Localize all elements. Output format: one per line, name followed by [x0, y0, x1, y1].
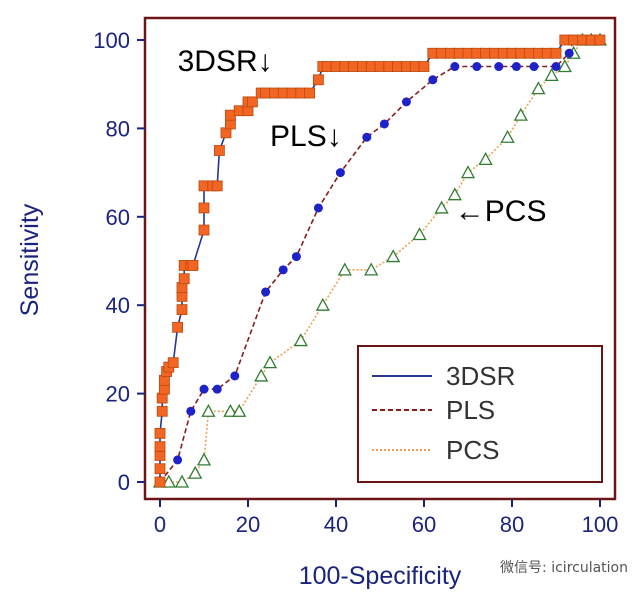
point-pcs: [447, 187, 462, 201]
x-axis-title: 100-Specificity: [299, 562, 462, 590]
point-pcs: [232, 403, 247, 417]
point-3dsr: [550, 47, 562, 59]
point-pcs: [315, 297, 330, 311]
point-3dsr: [154, 476, 166, 488]
point-pcs: [478, 151, 493, 165]
point-pls: [212, 384, 222, 394]
point-pls: [362, 132, 372, 142]
x-tick-label: 20: [236, 512, 260, 537]
point-3dsr: [172, 321, 184, 333]
y-tick-label: 100: [93, 28, 130, 53]
point-pls: [230, 371, 240, 381]
point-pcs: [434, 200, 449, 214]
x-tick-label: 40: [324, 512, 348, 537]
point-pcs: [196, 452, 212, 466]
legend-box: [357, 345, 603, 483]
point-3dsr: [176, 304, 188, 316]
point-pls: [313, 203, 323, 213]
point-pls: [450, 62, 460, 72]
point-pls: [529, 62, 539, 72]
point-pls: [472, 62, 482, 72]
point-pls: [428, 75, 438, 85]
point-pls: [335, 168, 345, 178]
y-tick-label: 60: [106, 205, 130, 230]
point-pls: [173, 455, 183, 465]
point-pcs: [201, 403, 216, 417]
point-pcs: [254, 368, 269, 382]
watermark-text: 微信号: icirculation: [500, 560, 628, 576]
point-3dsr: [154, 427, 166, 439]
point-3dsr: [187, 260, 199, 271]
point-pcs: [412, 227, 427, 241]
point-pls: [291, 252, 301, 262]
annotation-1: PLS↓: [270, 120, 342, 153]
point-3dsr: [246, 96, 258, 108]
point-3dsr: [156, 405, 168, 417]
point-pcs: [460, 165, 476, 179]
point-pcs: [364, 262, 379, 276]
point-3dsr: [213, 145, 225, 156]
point-pcs: [223, 403, 238, 417]
point-pcs: [262, 355, 278, 369]
annotation-2: ←PCS: [455, 195, 547, 228]
point-pcs: [531, 81, 546, 95]
point-3dsr: [167, 357, 179, 369]
point-3dsr: [154, 463, 166, 475]
point-pcs: [513, 107, 528, 121]
point-pls: [564, 48, 574, 58]
point-pls: [379, 119, 389, 129]
point-3dsr: [198, 224, 210, 236]
point-pls: [186, 406, 196, 416]
legend-label-pls: PLS: [446, 395, 495, 425]
point-3dsr: [304, 87, 316, 99]
y-tick-label: 80: [106, 116, 130, 141]
x-tick-label: 80: [500, 512, 524, 537]
point-pls: [511, 62, 521, 72]
point-pcs: [544, 68, 559, 82]
y-tick-label: 0: [118, 470, 130, 495]
legend-label-pcs: PCS: [446, 435, 499, 465]
point-pcs: [386, 249, 401, 263]
point-pls: [278, 265, 288, 275]
point-3dsr: [312, 74, 324, 86]
plot-frame: [143, 16, 617, 501]
x-tick-label: 100: [582, 512, 619, 537]
point-pls: [261, 287, 271, 297]
point-pls: [551, 62, 561, 72]
point-3dsr: [198, 202, 210, 214]
point-pcs: [293, 333, 308, 347]
point-pcs: [161, 474, 176, 488]
legend-label-3dsr: 3DSR: [446, 361, 515, 391]
point-pcs: [188, 465, 203, 479]
x-tick-label: 0: [154, 512, 166, 537]
point-pcs: [557, 59, 572, 73]
y-axis-title: Sensitivity: [16, 203, 44, 316]
point-3dsr: [594, 34, 606, 46]
annotation-0: 3DSR↓: [178, 45, 273, 78]
point-3dsr: [418, 61, 430, 72]
point-3dsr: [211, 180, 223, 192]
point-3dsr: [178, 273, 190, 285]
point-3dsr: [154, 441, 166, 453]
point-pcs: [500, 129, 515, 143]
y-tick-label: 20: [106, 382, 130, 407]
y-tick-label: 40: [106, 293, 130, 318]
point-pcs: [174, 474, 190, 488]
point-pls: [401, 97, 411, 107]
point-pls: [199, 384, 209, 394]
point-pls: [494, 62, 504, 72]
point-pcs: [337, 262, 352, 276]
x-tick-label: 60: [412, 512, 436, 537]
